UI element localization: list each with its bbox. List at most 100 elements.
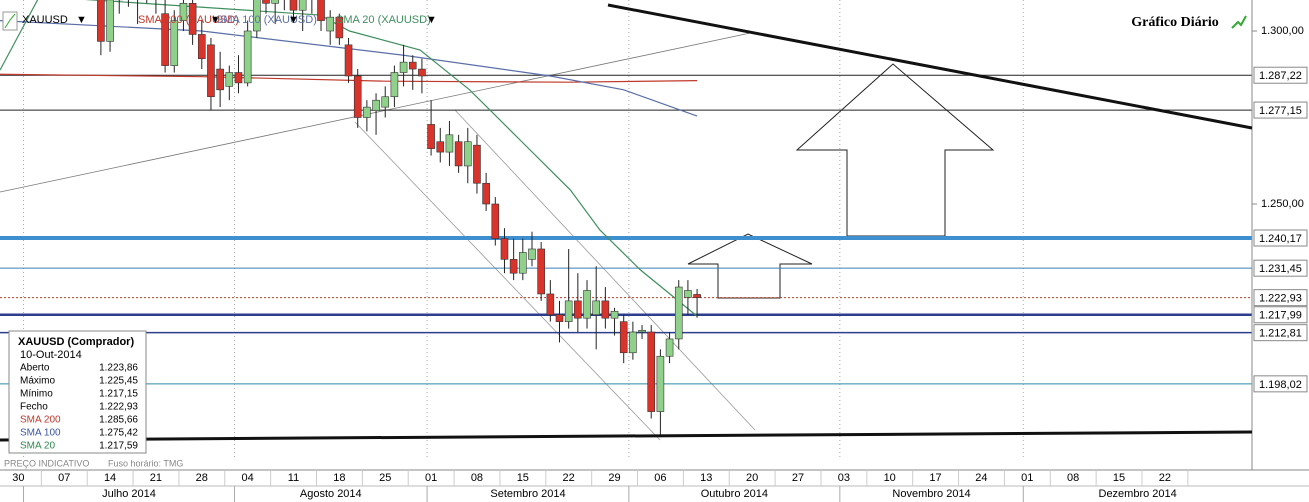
- y-tick-label: 1.250,00: [1261, 198, 1304, 210]
- candle-body: [592, 300, 600, 316]
- candle-body: [179, 3, 188, 21]
- level-label-box: [1253, 306, 1308, 324]
- info-box-bg: [8, 330, 147, 454]
- info-label: Aberto: [20, 363, 50, 374]
- x-tick-label: 25: [379, 472, 391, 484]
- candle-body: [500, 238, 509, 260]
- x-tick-label: 29: [608, 472, 620, 484]
- candle-body: [629, 331, 637, 354]
- info-label: SMA 20: [20, 441, 55, 452]
- x-tick-label: 10: [884, 472, 896, 484]
- trend-line: [0, 31, 756, 193]
- sma-line: [0, 0, 698, 317]
- resistance-line: [607, 3, 1253, 130]
- info-label: Mínimo: [20, 389, 53, 400]
- candle-body: [610, 310, 619, 319]
- x-tick-label: 11: [288, 472, 299, 484]
- candle-body: [390, 72, 399, 98]
- candle-body: [693, 294, 701, 298]
- footnote: PREÇO INDICATIVO: [4, 458, 89, 468]
- legend-caret: ▼: [426, 14, 437, 26]
- level-label: 1.287,22: [1259, 70, 1302, 82]
- chart-title: Gráfico Diário: [1131, 15, 1218, 30]
- x-tick-label: 08: [1067, 472, 1079, 484]
- candle-body: [665, 338, 674, 357]
- candle-body: [381, 96, 390, 108]
- x-tick-label: 28: [196, 472, 208, 484]
- channel-line: [454, 109, 756, 431]
- level-label-box: [1253, 229, 1308, 247]
- candle-body: [463, 141, 472, 167]
- info-value: 1.275,42: [99, 428, 138, 439]
- candle-body: [445, 134, 454, 153]
- info-title: XAUUSD (Comprador): [18, 336, 134, 348]
- candle-body: [317, 0, 325, 21]
- legend-item: SMA 200 (XAUUSD): [138, 14, 239, 26]
- candle-body: [555, 314, 564, 322]
- level-label-box: [1253, 324, 1308, 342]
- candle-body: [326, 16, 334, 32]
- candle-body: [546, 293, 555, 316]
- x-tick-label: 17: [929, 472, 941, 484]
- candle-body: [427, 124, 435, 149]
- candle-body: [289, 0, 298, 11]
- info-label: SMA 100: [20, 428, 61, 439]
- candle-body: [674, 286, 683, 340]
- x-tick-label: 24: [975, 472, 987, 484]
- info-label: Máximo: [20, 376, 55, 387]
- legend-item: SMA 20 (XAUUSD): [336, 14, 431, 26]
- timezone: Fuso horário: TMG: [108, 458, 183, 468]
- legend-caret: ▼: [76, 14, 87, 26]
- support-line: [0, 430, 1253, 442]
- x-tick-label: 03: [838, 472, 850, 484]
- info-value: 1.217,59: [99, 441, 138, 452]
- arrow-shape: [795, 63, 995, 237]
- candle-body: [253, 0, 261, 32]
- candle-body: [564, 300, 573, 322]
- month-label: Setembro 2014: [490, 488, 565, 500]
- candle-body: [583, 290, 591, 319]
- candle-body: [509, 259, 518, 274]
- x-tick-label: 14: [104, 472, 116, 484]
- level-label: 1.277,15: [1259, 105, 1302, 117]
- y-tick-label: 1.300,00: [1261, 25, 1304, 37]
- x-tick-label: 22: [563, 472, 575, 484]
- x-tick-label: 06: [654, 472, 666, 484]
- legend-caret: ▼: [288, 14, 299, 26]
- month-label: Agosto 2014: [300, 488, 362, 500]
- level-label-box: [1253, 375, 1308, 393]
- icon: [1231, 15, 1247, 29]
- info-value: 1.222,93: [99, 402, 138, 413]
- candle-body: [207, 44, 215, 98]
- month-label: Outubro 2014: [701, 488, 768, 500]
- x-tick-label: 27: [792, 472, 804, 484]
- legend-item: XAUUSD: [22, 14, 68, 26]
- info-value: 1.285,66: [99, 415, 138, 426]
- candle-body: [601, 300, 610, 319]
- x-tick-label: 01: [425, 472, 437, 484]
- candle-body: [344, 44, 353, 77]
- x-tick-label: 20: [746, 472, 758, 484]
- x-tick-label: 04: [242, 472, 254, 484]
- x-tick-label: 18: [333, 472, 345, 484]
- x-tick-label: 07: [58, 472, 70, 484]
- candle-body: [638, 329, 646, 333]
- level-label-box: [1253, 259, 1308, 277]
- info-box: XAUUSD (Comprador)10-Out-2014 Aberto 1.223…: [8, 330, 147, 454]
- candle-body: [491, 203, 500, 239]
- candle-body: [363, 106, 371, 118]
- candle-body: [537, 248, 545, 295]
- info-label: Fecho: [20, 402, 48, 413]
- level-label-box: [1253, 66, 1308, 84]
- candle-body: [418, 68, 426, 77]
- legend-item: SMA 100 (XAUUSD): [216, 14, 317, 26]
- candle-body: [619, 321, 628, 354]
- candle-body: [454, 141, 463, 167]
- candle-body: [197, 34, 206, 59]
- candle-body: [684, 290, 692, 298]
- x-tick-label: 08: [471, 472, 483, 484]
- candle-body: [262, 0, 270, 4]
- x-tick-label: 15: [517, 472, 529, 484]
- candle-body: [106, 0, 114, 42]
